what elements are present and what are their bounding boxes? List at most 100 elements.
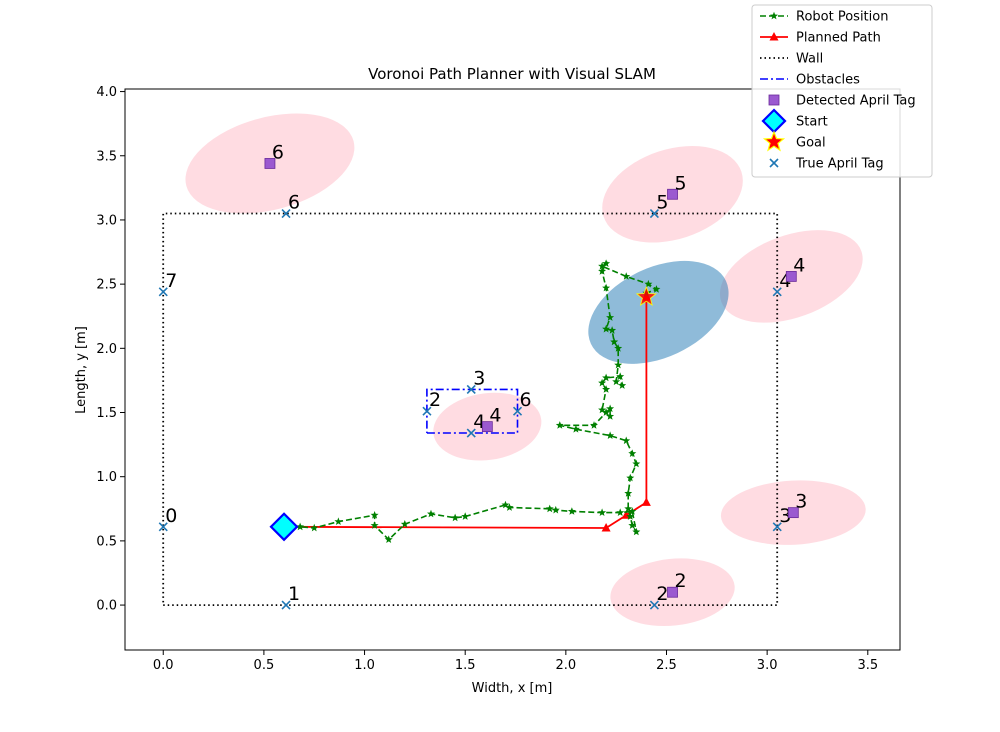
detected-tag-marker-5: [667, 586, 678, 598]
x-axis-label: Width, x [m]: [472, 681, 553, 696]
planned-path-point-3: [641, 497, 651, 506]
legend-label-detected: Detected April Tag: [796, 94, 916, 109]
legend-detected-square: [768, 94, 780, 106]
x-tick-label-7: 3.5: [857, 658, 878, 673]
true-tag-marker-9-b: [466, 384, 476, 394]
robot-position-point-13: [545, 504, 554, 513]
true-tag-marker-8-b: [422, 406, 432, 416]
detected-tag-label-2: 4: [793, 254, 805, 276]
robot-position-point-14: [551, 505, 560, 514]
true-tag-marker-2: [649, 600, 659, 610]
robot-position-point-15: [567, 507, 576, 515]
robot-position-point-8: [427, 509, 435, 518]
detected-tag-marker-4: [787, 507, 799, 519]
legend-label-path: Planned Path: [796, 31, 881, 46]
robot-position-point-34: [606, 412, 615, 420]
true-tag-label-7: 7: [165, 270, 177, 292]
robot-position-point-45: [608, 326, 617, 334]
robot-position-point-31: [590, 421, 598, 429]
robot-position-point-9: [451, 513, 460, 522]
robot-position-point-53: [644, 279, 653, 288]
legend-entry-wall: Wall: [760, 52, 823, 67]
legend-path-triangle: [769, 32, 779, 41]
true-tag-label-8: 2: [429, 389, 441, 411]
robot-position-point-17: [616, 508, 625, 516]
robot-position-point-37: [598, 378, 607, 387]
robot-position-point-44: [610, 337, 619, 346]
legend-label-goal: Goal: [796, 136, 826, 151]
true-tag-marker-1-b: [281, 600, 291, 610]
true-tag-marker-4-b: [772, 287, 782, 297]
legend-entry-true_tag: True April Tag: [769, 157, 884, 172]
robot-position-point-42: [614, 360, 623, 369]
legend-entry-goal: Goal: [762, 130, 826, 152]
true-tag-marker-4: [772, 287, 782, 297]
legend-label-start: Start: [796, 115, 828, 130]
robot-position-point-22: [624, 504, 633, 513]
true-tag-label-6: 6: [288, 192, 300, 214]
obstacle-layer: [426, 388, 519, 434]
start-goal-layer: [269, 285, 657, 542]
x-tick-label-6: 3.0: [757, 658, 778, 673]
true-tag-marker-5-b: [649, 208, 659, 219]
true-tag-marker-11-b: [512, 406, 523, 416]
robot-position-point-28: [606, 431, 615, 439]
robot-position-point-6: [384, 535, 393, 543]
true-tag-marker-7-b: [158, 287, 168, 297]
planned-path-point-1: [601, 523, 611, 532]
true-tag-marker-10-b: [466, 428, 476, 438]
legend-label-true_tag: True April Tag: [795, 157, 884, 172]
robot-position-point-23: [624, 489, 633, 497]
x-tick-label-2: 1.0: [354, 658, 375, 673]
detected-tag-marker-0: [264, 158, 276, 169]
detected-tag-label-5: 2: [675, 570, 687, 592]
robot-position-point-7: [400, 520, 409, 528]
robot-position-point-47: [606, 313, 615, 321]
legend-entry-obstacles: Obstacles: [760, 73, 860, 88]
robot-position-point-26: [628, 449, 637, 457]
true-tag-marker-11: [512, 406, 523, 416]
robot-position-point-54: [652, 285, 661, 293]
robot-position-point-4: [370, 511, 379, 519]
true-tag-marker-1: [281, 600, 291, 610]
robot-position-point-1: [296, 522, 305, 531]
robot-position-point-16: [598, 508, 607, 516]
detected-tag-label-0: 6: [272, 141, 284, 163]
robot-position-point-46: [602, 324, 611, 333]
robot-position-point-41: [612, 377, 621, 386]
robot-position-point-52: [622, 272, 631, 280]
legend-frame: [751, 4, 933, 178]
true-tag-label-1: 1: [288, 583, 300, 605]
true-tag-marker-3: [772, 522, 782, 532]
true-tag-marker-8: [422, 406, 432, 416]
legend-label-wall: Wall: [796, 52, 823, 67]
chart-title: Voronoi Path Planner with Visual SLAM: [368, 65, 656, 83]
robot-uncertainty-ellipse: [588, 260, 729, 364]
true-tag-marker-6: [281, 208, 291, 219]
true-tag-label-5: 5: [656, 192, 668, 214]
true-tag-label-0: 0: [165, 505, 177, 527]
legend-entry-start: Start: [761, 108, 828, 134]
detected-tag-label-4: 3: [795, 491, 807, 513]
robot-position-point-24: [626, 473, 635, 482]
robot-position-point-25: [632, 459, 641, 468]
true-tag-marker-0-b: [158, 522, 168, 532]
x-tick-label-0: 0.0: [153, 658, 174, 673]
true-tag-marker-10: [466, 428, 476, 438]
robot-position-point-36: [602, 385, 611, 393]
x-tick-label-1: 0.5: [254, 658, 275, 673]
legend-label-robot: Robot Position: [796, 10, 888, 25]
robot-position-point-33: [606, 404, 615, 413]
robot-position-point-50: [602, 259, 611, 267]
robot-position-point-5: [370, 521, 379, 529]
robot-position-point-19: [632, 527, 641, 536]
legend: Robot Position Planned Path Wall Obstacles D…: [751, 4, 933, 178]
true-tag-marker-9: [466, 384, 476, 394]
robot-position-point-20: [628, 521, 637, 529]
true-tag-marker-3-b: [772, 522, 782, 532]
robot-position-point-35: [598, 405, 607, 414]
true-tag-marker-6-b: [281, 208, 291, 219]
legend-true-tag-cross: [769, 158, 779, 168]
